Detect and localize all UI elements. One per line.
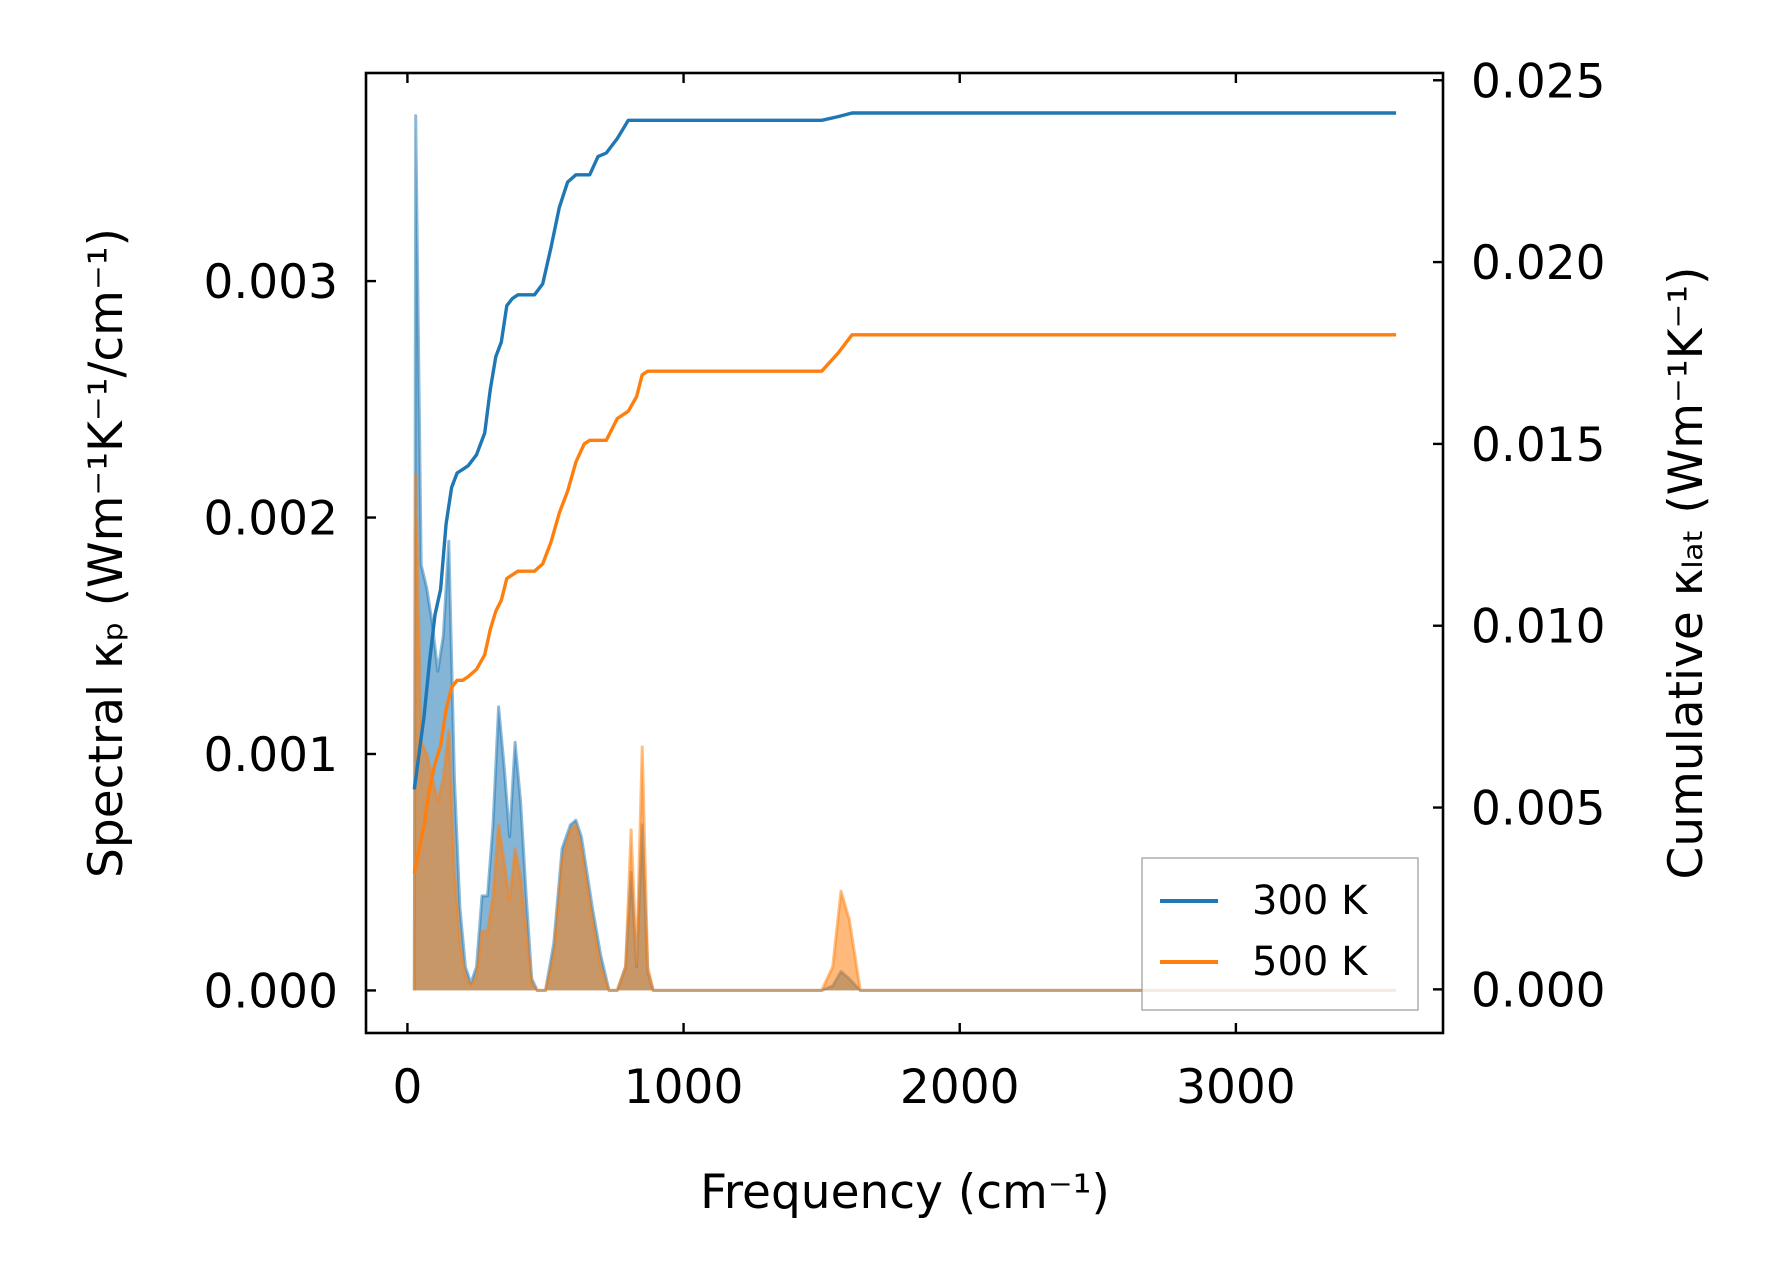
cumulative-layer <box>412 111 1397 874</box>
spectral-layer <box>412 114 1397 992</box>
plot-frame <box>364 71 1445 1035</box>
spectral-area-500k <box>414 475 1397 991</box>
right-y-tick-label: 0.025 <box>1471 54 1606 109</box>
left-y-tick-label: 0.001 <box>203 728 338 783</box>
legend-box <box>1141 857 1419 1011</box>
x-tick-label: 0 <box>392 1060 422 1115</box>
cumulative-line-500k <box>412 333 1397 874</box>
left-axis-title: Spectral κₚ (Wm⁻¹K⁻¹/cm⁻¹) <box>79 228 134 878</box>
x-axis-title: Frequency (cm⁻¹) <box>700 1165 1110 1220</box>
left-y-tick-label: 0.000 <box>203 964 338 1019</box>
x-tick-label: 2000 <box>900 1060 1020 1115</box>
legend: 300 K 500 K <box>1141 857 1419 1011</box>
x-tick-label: 3000 <box>1176 1060 1296 1115</box>
left-y-tick-label: 0.002 <box>203 492 338 547</box>
right-y-tick-label: 0.020 <box>1471 236 1606 291</box>
legend-label-500k: 500 K <box>1252 939 1369 985</box>
left-y-tick-label: 0.003 <box>203 255 338 310</box>
right-y-tick-label: 0.005 <box>1471 782 1606 837</box>
cumulative-line-300k <box>412 111 1397 790</box>
ticks-layer: 0 1000 2000 3000 0.000 0.001 0.002 0.003 0.000 0.… <box>203 54 1605 1115</box>
legend-label-300k: 300 K <box>1252 878 1369 924</box>
right-axis-title: Cumulative κₗₐₜ (Wm⁻¹K⁻¹) <box>1659 267 1714 880</box>
right-y-tick-label: 0.010 <box>1471 600 1606 655</box>
right-y-tick-label: 0.015 <box>1471 418 1606 473</box>
right-y-tick-label: 0.000 <box>1471 963 1606 1018</box>
x-tick-label: 1000 <box>624 1060 744 1115</box>
spectral-line-500k <box>412 473 1397 992</box>
